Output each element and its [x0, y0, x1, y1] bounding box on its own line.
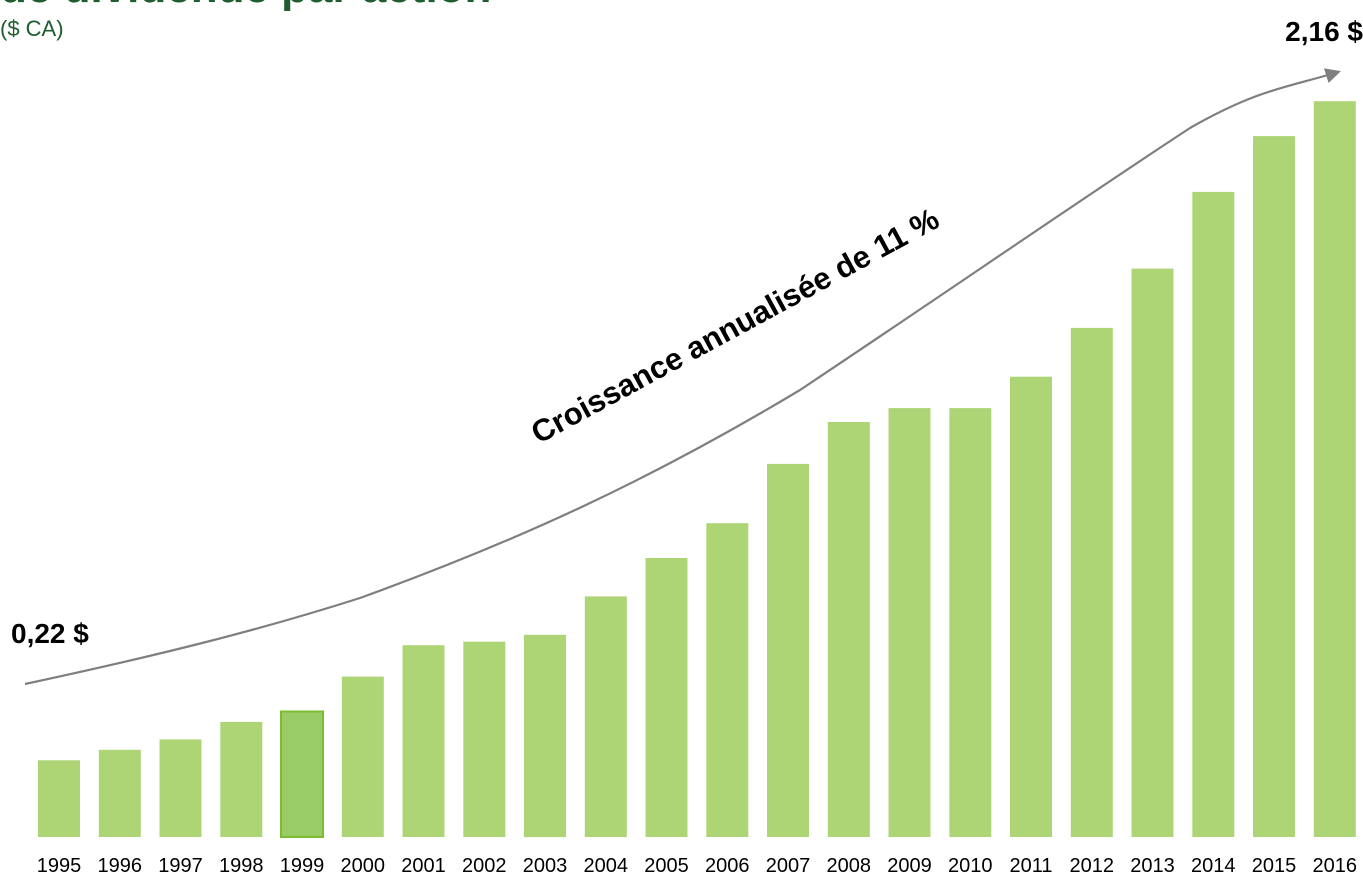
x-tick-label-1995: 1995: [37, 855, 82, 877]
x-tick-label-2002: 2002: [462, 855, 507, 877]
x-tick-label-2004: 2004: [584, 855, 629, 877]
bar-2009: [888, 408, 931, 837]
x-tick-label-2009: 2009: [887, 855, 932, 877]
bar-2007: [767, 463, 809, 837]
bar-2001: [402, 645, 445, 837]
x-tick-label-2000: 2000: [341, 855, 386, 877]
bar-2016: [1313, 101, 1356, 837]
x-tick-label-1996: 1996: [98, 855, 143, 877]
x-tick-label-2011: 2011: [1009, 855, 1052, 877]
x-tick-label-2005: 2005: [644, 855, 689, 877]
bar-1998: [220, 721, 263, 837]
bar-2002: [463, 641, 506, 837]
x-tick-label-2010: 2010: [948, 855, 993, 877]
x-tick-label-2014: 2014: [1191, 855, 1236, 877]
bar-2011: [1010, 376, 1052, 837]
bar-2012: [1070, 327, 1113, 837]
end-value-label: 2,16 $: [1285, 16, 1363, 47]
bar-1997: [159, 739, 202, 837]
page-title: de dividende par action: [0, 0, 491, 10]
trend-arrow: [24, 68, 1341, 686]
x-tick-label-2015: 2015: [1252, 855, 1297, 877]
bars-group: [38, 101, 1356, 838]
x-tick-label-1999: 1999: [280, 855, 325, 877]
bar-2014: [1192, 191, 1235, 837]
start-value-label: 0,22 $: [11, 618, 89, 649]
bar-1999: [280, 710, 324, 838]
x-tick-label-2007: 2007: [766, 855, 811, 877]
bar-2004: [584, 596, 627, 837]
x-tick-label-2016: 2016: [1313, 855, 1358, 877]
bar-2006: [706, 523, 749, 837]
x-tick-label-1998: 1998: [219, 855, 264, 877]
bar-1995: [38, 760, 80, 837]
x-tick-label-2003: 2003: [523, 855, 568, 877]
bar-2015: [1253, 136, 1295, 838]
bar-2003: [524, 634, 566, 838]
x-tick-label-2012: 2012: [1070, 855, 1115, 877]
growth-annotation: Croissance annualisée de 11 %: [525, 201, 945, 450]
x-tick-label-2001: 2001: [401, 855, 446, 877]
x-tick-label-2008: 2008: [827, 855, 872, 877]
bar-2000: [341, 676, 384, 837]
bar-2005: [645, 558, 688, 837]
bar-2010: [949, 408, 992, 837]
bar-1996: [98, 749, 141, 837]
bar-2008: [827, 422, 870, 837]
x-tick-label-2006: 2006: [705, 855, 750, 877]
x-tick-label-1997: 1997: [158, 855, 203, 877]
unit-label: ($ CA): [0, 16, 64, 41]
bar-2013: [1131, 268, 1174, 838]
x-axis-ticks: 1995 1996 1997 1998 1999 2000 2001 2002 2003 2004…: [37, 855, 1357, 877]
x-tick-label-2013: 2013: [1130, 855, 1175, 877]
